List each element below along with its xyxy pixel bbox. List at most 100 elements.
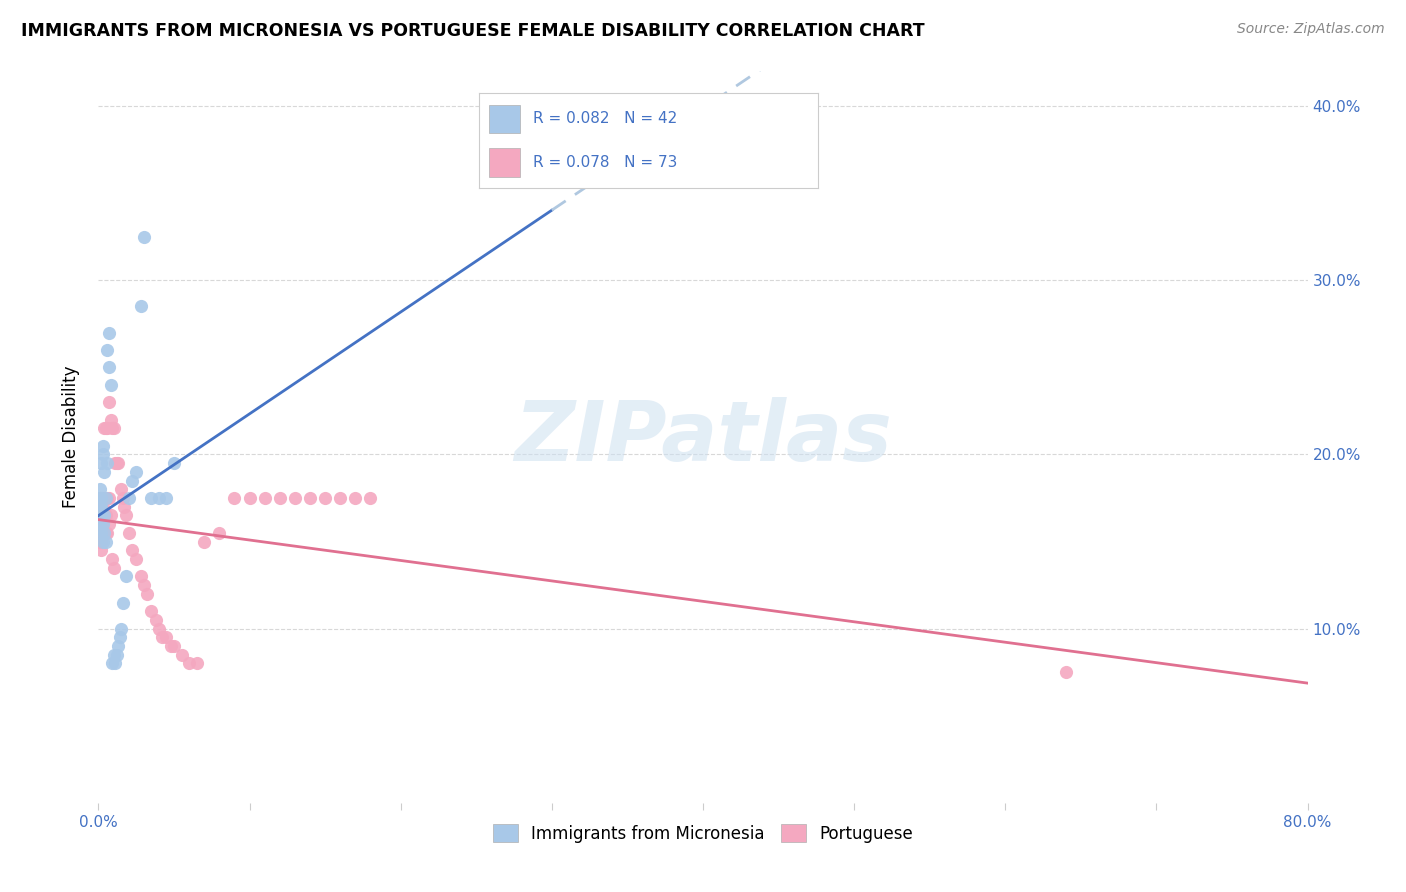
- Point: [193, 534, 215, 549]
- Point: [103, 421, 125, 435]
- Point: [91, 517, 114, 532]
- Point: [135, 587, 157, 601]
- Point: [89, 491, 111, 505]
- Point: [186, 657, 208, 671]
- Point: [208, 525, 231, 540]
- Point: [89, 483, 111, 497]
- Point: [93, 508, 115, 523]
- Point: [89, 491, 111, 505]
- Point: [121, 543, 143, 558]
- Point: [145, 613, 167, 627]
- Point: [90, 508, 112, 523]
- Point: [90, 456, 112, 470]
- Point: [118, 525, 141, 540]
- Point: [100, 412, 122, 426]
- Point: [96, 491, 118, 505]
- Point: [314, 491, 336, 505]
- Point: [170, 648, 193, 662]
- Point: [105, 456, 128, 470]
- Point: [132, 229, 155, 244]
- Point: [93, 491, 115, 505]
- Point: [98, 326, 121, 340]
- Point: [103, 560, 125, 574]
- Point: [111, 491, 134, 505]
- Point: [90, 500, 112, 514]
- Point: [179, 657, 201, 671]
- Point: [94, 508, 117, 523]
- Point: [1054, 665, 1077, 680]
- Point: [163, 639, 186, 653]
- Point: [93, 465, 115, 479]
- Point: [360, 491, 382, 505]
- Point: [93, 525, 115, 540]
- Point: [91, 534, 114, 549]
- Point: [114, 508, 136, 523]
- Point: [90, 525, 112, 540]
- Point: [224, 491, 246, 505]
- Point: [98, 517, 121, 532]
- Point: [160, 639, 183, 653]
- Point: [155, 491, 177, 505]
- Point: [110, 483, 132, 497]
- Point: [253, 491, 276, 505]
- Point: [110, 622, 132, 636]
- Point: [91, 439, 114, 453]
- Point: [93, 525, 115, 540]
- Point: [94, 421, 117, 435]
- Point: [90, 491, 112, 505]
- Point: [105, 648, 128, 662]
- Point: [100, 508, 122, 523]
- Point: [129, 300, 152, 314]
- Point: [90, 508, 112, 523]
- Point: [91, 448, 114, 462]
- Point: [163, 456, 186, 470]
- Point: [91, 500, 114, 514]
- Point: [284, 491, 307, 505]
- Point: [125, 465, 148, 479]
- Point: [100, 377, 122, 392]
- Point: [98, 360, 121, 375]
- Point: [96, 343, 118, 357]
- Point: [239, 491, 262, 505]
- Point: [89, 500, 111, 514]
- Point: [96, 456, 118, 470]
- Point: [129, 569, 152, 583]
- Point: [93, 421, 115, 435]
- Point: [101, 657, 124, 671]
- Point: [89, 525, 111, 540]
- Point: [150, 631, 173, 645]
- Point: [141, 491, 163, 505]
- Point: [108, 631, 131, 645]
- Point: [96, 421, 118, 435]
- Point: [121, 474, 143, 488]
- Point: [90, 534, 112, 549]
- Point: [94, 534, 117, 549]
- Point: [91, 517, 114, 532]
- Text: IMMIGRANTS FROM MICRONESIA VS PORTUGUESE FEMALE DISABILITY CORRELATION CHART: IMMIGRANTS FROM MICRONESIA VS PORTUGUESE…: [21, 22, 925, 40]
- Point: [90, 525, 112, 540]
- Point: [94, 491, 117, 505]
- Point: [107, 639, 129, 653]
- Point: [93, 508, 115, 523]
- Point: [91, 525, 114, 540]
- Point: [94, 525, 117, 540]
- Point: [101, 421, 124, 435]
- Point: [89, 500, 111, 514]
- Point: [90, 517, 112, 532]
- Point: [148, 622, 170, 636]
- Y-axis label: Female Disability: Female Disability: [62, 366, 80, 508]
- Point: [148, 491, 170, 505]
- Point: [111, 595, 134, 609]
- Point: [112, 500, 135, 514]
- Point: [89, 508, 111, 523]
- Point: [103, 648, 125, 662]
- Point: [118, 491, 141, 505]
- Point: [89, 517, 111, 532]
- Legend: Immigrants from Micronesia, Portuguese: Immigrants from Micronesia, Portuguese: [486, 818, 920, 849]
- Point: [107, 456, 129, 470]
- Point: [269, 491, 291, 505]
- Point: [104, 456, 127, 470]
- Point: [91, 508, 114, 523]
- Point: [125, 552, 148, 566]
- Point: [91, 491, 114, 505]
